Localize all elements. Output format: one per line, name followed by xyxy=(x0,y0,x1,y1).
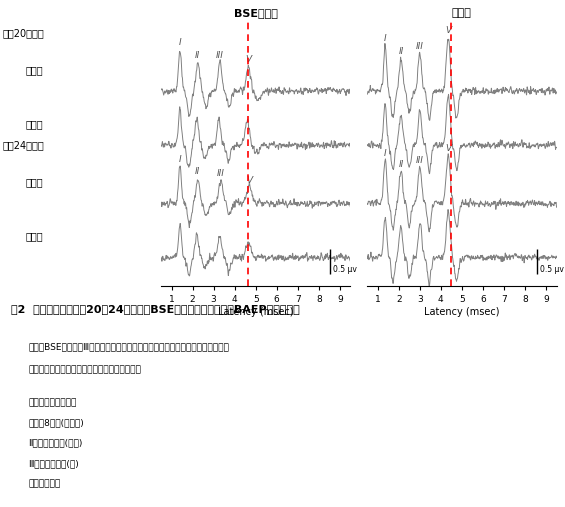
Text: III: III xyxy=(216,51,224,60)
Text: I: I xyxy=(384,34,386,43)
Text: V: V xyxy=(246,175,253,185)
X-axis label: Latency (msec): Latency (msec) xyxy=(424,307,499,317)
Text: 右刺激: 右刺激 xyxy=(25,119,43,129)
Text: V: V xyxy=(445,26,451,35)
Title: BSE罹患牛: BSE罹患牛 xyxy=(234,8,277,18)
X-axis label: Latency (msec): Latency (msec) xyxy=(218,307,293,317)
Title: 対照牛: 対照牛 xyxy=(452,8,472,18)
Text: Ⅱ：蝸牛神経核(延髄): Ⅱ：蝸牛神経核(延髄) xyxy=(28,439,82,448)
Text: II: II xyxy=(398,160,403,169)
Text: III: III xyxy=(416,43,424,52)
Text: I: I xyxy=(179,155,182,164)
Text: II: II xyxy=(195,51,201,60)
Text: Ⅲ：オリーブ核(橋): Ⅲ：オリーブ核(橋) xyxy=(28,459,79,468)
Text: Ｖ：中脳下丘: Ｖ：中脳下丘 xyxy=(28,479,60,488)
Text: 接種20ヶ月後: 接種20ヶ月後 xyxy=(3,28,45,38)
Text: II: II xyxy=(398,47,403,56)
Text: V: V xyxy=(245,55,251,64)
Text: I: I xyxy=(384,149,386,158)
Text: 左刺激: 左刺激 xyxy=(25,65,43,75)
Text: （右）対照牛：各波の潜時・電位に変化なし。: （右）対照牛：各波の潜時・電位に変化なし。 xyxy=(28,365,141,374)
Text: 0.5 μv: 0.5 μv xyxy=(333,265,357,274)
Text: Ｉ：第8神経(聴神経): Ｉ：第8神経(聴神経) xyxy=(28,418,84,427)
Text: （左）BSE罹患牛：Ⅲ、Ｖ波の潜時延長と電位低下が左右両側性に認められる。: （左）BSE罹患牛：Ⅲ、Ｖ波の潜時延長と電位低下が左右両側性に認められる。 xyxy=(28,342,229,351)
Text: 左刺激: 左刺激 xyxy=(25,177,43,188)
Text: II: II xyxy=(195,167,201,176)
Text: III: III xyxy=(217,169,225,178)
Text: I: I xyxy=(179,39,182,47)
Text: III: III xyxy=(416,156,424,165)
Text: 図2  プリオン脳内接種20、24ヶ月後のBSE罹患牛及び対照牛のBAEP波形の変化: 図2 プリオン脳内接種20、24ヶ月後のBSE罹患牛及び対照牛のBAEP波形の変… xyxy=(11,304,300,314)
Text: 右刺激: 右刺激 xyxy=(25,232,43,241)
Text: 「ＩーＶ波の由来」: 「ＩーＶ波の由来」 xyxy=(28,398,77,407)
Text: 0.5 μv: 0.5 μv xyxy=(540,265,563,274)
Text: V: V xyxy=(445,143,451,153)
Text: 接種24ヶ月後: 接種24ヶ月後 xyxy=(3,140,45,150)
